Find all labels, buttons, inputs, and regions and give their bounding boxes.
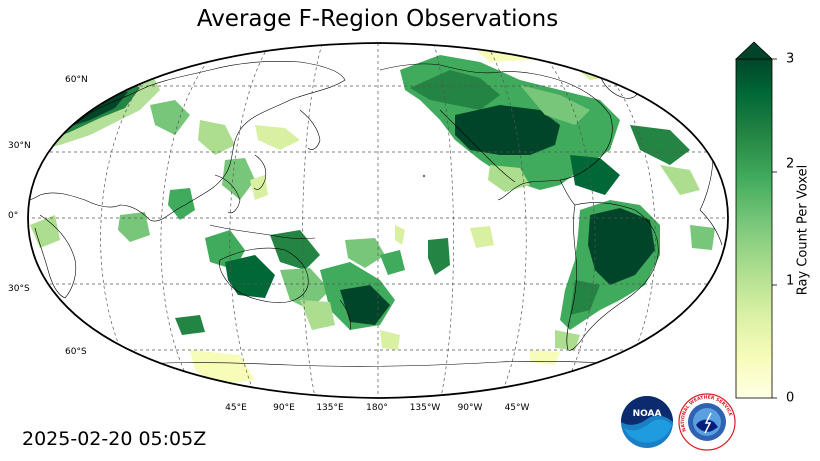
lat-label-30s: 30°S bbox=[8, 284, 30, 294]
lat-label-0: 0° bbox=[8, 211, 19, 221]
map-body bbox=[28, 43, 728, 398]
lon-label-180: 180° bbox=[366, 403, 388, 413]
svg-text:NOAA: NOAA bbox=[633, 409, 662, 419]
lat-label-30n: 30°N bbox=[8, 141, 31, 151]
lon-label-90w: 90°W bbox=[457, 403, 483, 413]
colorbar bbox=[734, 41, 777, 399]
timestamp: 2025-02-20 05:05Z bbox=[22, 428, 207, 450]
lon-label-90e: 90°E bbox=[273, 403, 295, 413]
lat-label-60s: 60°S bbox=[65, 347, 87, 357]
colorbar-tick-0: 0 bbox=[786, 390, 795, 406]
colorbar-label: Ray Count Per Voxel bbox=[795, 164, 811, 296]
noaa-logo: NOAA bbox=[621, 396, 673, 448]
map-title: Average F-Region Observations bbox=[196, 6, 559, 32]
colorbar-tick-2: 2 bbox=[786, 156, 795, 172]
lat-label-60n: 60°N bbox=[65, 75, 88, 85]
colorbar-tick-3: 3 bbox=[786, 51, 795, 67]
colorbar-extend-arrow bbox=[734, 41, 774, 60]
lon-label-135w: 135°W bbox=[409, 403, 441, 413]
lon-label-45e: 45°E bbox=[225, 403, 247, 413]
map-outline bbox=[27, 42, 729, 399]
lon-label-45w: 45°W bbox=[504, 403, 530, 413]
colorbar-tick-1: 1 bbox=[786, 273, 795, 289]
lon-label-135e: 135°E bbox=[316, 403, 344, 413]
nws-logo: NATIONAL WEATHER SERVICE bbox=[678, 393, 736, 451]
